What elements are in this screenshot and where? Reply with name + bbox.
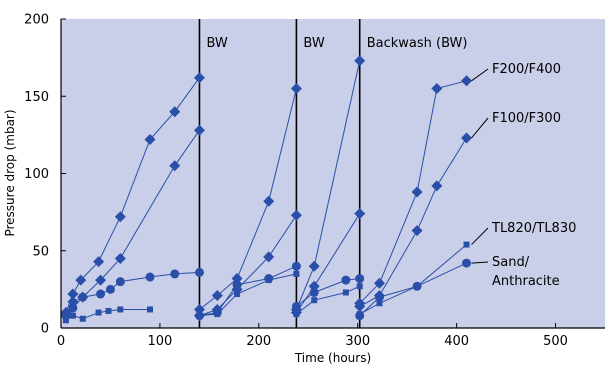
series-1-point: [411, 186, 423, 198]
series-4: [61, 258, 472, 321]
series-1-point: [211, 290, 223, 302]
y-tick-label: 150: [24, 90, 49, 105]
series-4-point: [309, 287, 319, 297]
series-3-point: [342, 289, 349, 296]
data-series: [60, 55, 473, 324]
series-3-point: [234, 291, 241, 298]
series-3-point: [463, 241, 470, 248]
series-4-point: [462, 258, 472, 268]
backwash-label-2: BW: [303, 36, 324, 51]
y-axis-label: Pressure drop (mbar): [3, 109, 17, 236]
series-4-point: [105, 284, 115, 294]
series-label-leader-1: [471, 68, 489, 82]
series-3-point: [105, 308, 112, 315]
backwash-label-1: BW: [206, 36, 227, 51]
series-labels: F200/F400 F100/F300 TL820/TL830 Sand/Anthra…: [471, 62, 576, 289]
series-2-point: [411, 225, 423, 237]
series-3-point: [147, 306, 154, 313]
series-1-point: [263, 195, 275, 207]
series-4-point: [170, 269, 180, 279]
series-4-point: [96, 289, 106, 299]
series-label-2: F100/F300: [492, 111, 561, 126]
series-label-leader-2: [471, 117, 489, 139]
x-axis-label: Time (hours): [294, 351, 371, 365]
y-tick-label: 100: [24, 167, 49, 182]
series-4-point: [355, 274, 365, 284]
series-4-line-4: [359, 262, 467, 316]
series-1-point: [114, 211, 126, 223]
series-label-4: Sand/Anthracite: [492, 255, 560, 289]
series-2-point: [95, 274, 107, 286]
series-2-point: [354, 300, 366, 312]
series-4-point: [412, 281, 422, 291]
series-2-point: [290, 209, 302, 221]
series-4-point: [264, 274, 274, 284]
series-4-line-3: [296, 278, 360, 307]
series-1-point: [290, 83, 302, 95]
series-4-point: [61, 311, 71, 321]
series-1-point: [431, 83, 443, 95]
backwash-lines: BW BW Backwash (BW): [198, 19, 468, 328]
y-tick-label: 50: [32, 244, 49, 259]
series-2-point: [193, 124, 205, 136]
series-4-point: [355, 311, 365, 321]
series-1-point: [93, 256, 105, 268]
series-1-point: [144, 134, 156, 146]
series-1-point: [373, 277, 385, 289]
series-3-point: [356, 283, 363, 290]
series-4-point: [232, 280, 242, 290]
series-3-point: [293, 311, 300, 318]
series-3-point: [95, 309, 102, 316]
series-3-point: [69, 312, 76, 319]
axes: 0 50 100 150 200 0 100 200 300 400 500: [24, 13, 605, 349]
series-3-point: [293, 270, 300, 277]
series-2-point: [354, 208, 366, 220]
series-3-point: [376, 300, 383, 307]
x-tick-label: 0: [57, 334, 65, 349]
series-4-point: [68, 303, 78, 313]
series-4-point: [194, 311, 204, 321]
series-3-point: [311, 297, 318, 304]
series-4-point: [374, 292, 384, 302]
series-3-point: [79, 315, 86, 322]
series-3-line-4: [359, 244, 467, 315]
series-label-leader-3: [471, 227, 489, 245]
series-label-1: F200/F400: [492, 62, 561, 77]
series-4-point: [194, 267, 204, 277]
series-3-point: [117, 306, 124, 313]
series-4-point: [291, 261, 301, 271]
backwash-label-3: Backwash (BW): [367, 36, 468, 51]
series-2-point: [169, 160, 181, 172]
x-tick-label: 500: [543, 334, 568, 349]
series-4-point: [291, 301, 301, 311]
y-tick-label: 0: [41, 322, 49, 337]
series-1-point: [193, 72, 205, 84]
series-4-point: [115, 277, 125, 287]
series-1-point: [75, 274, 87, 286]
series-3-point: [62, 317, 69, 324]
series-1-point: [354, 55, 366, 67]
series-4-point: [341, 275, 351, 285]
series-2-point: [263, 251, 275, 263]
y-tick-label: 200: [24, 13, 49, 28]
series-4-point: [212, 308, 222, 318]
series-label-leader-4: [471, 261, 489, 264]
series-3-line-3: [296, 285, 360, 315]
series-1-point: [169, 106, 181, 118]
series-4-point: [145, 272, 155, 282]
series-2-point: [114, 252, 126, 264]
series-2-point: [431, 180, 443, 192]
x-tick-label: 400: [444, 334, 469, 349]
series-1-point: [461, 75, 473, 87]
x-tick-label: 100: [147, 334, 172, 349]
x-tick-label: 300: [345, 334, 370, 349]
series-1-point: [308, 260, 320, 272]
series-2-point: [461, 132, 473, 144]
series-4-point: [78, 292, 88, 302]
series-label-3: TL820/TL830: [491, 221, 576, 236]
series-1-point: [67, 288, 79, 300]
x-tick-label: 200: [246, 334, 271, 349]
